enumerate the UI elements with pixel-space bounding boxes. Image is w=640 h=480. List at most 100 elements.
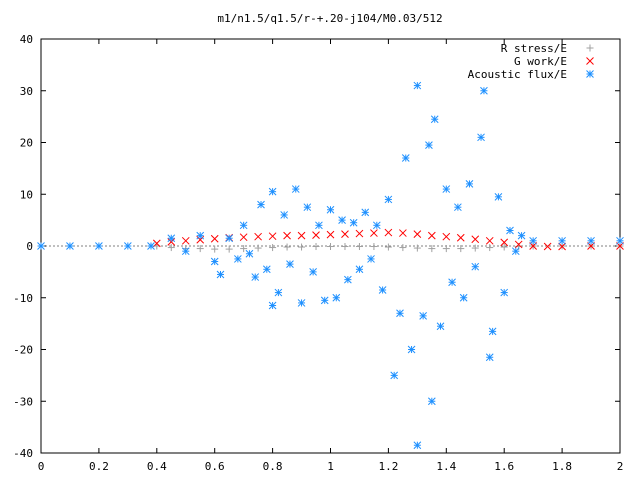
data-point: [494, 192, 503, 201]
data-point-stroke: [274, 288, 283, 297]
data-point: [401, 154, 410, 162]
legend-label: R stress/E: [501, 42, 567, 55]
data-point: [506, 226, 514, 235]
x-tick-label: 1.2: [378, 460, 398, 473]
data-point: [286, 260, 294, 268]
data-point: [268, 232, 277, 241]
data-point: [543, 242, 552, 251]
data-point: [257, 200, 265, 209]
data-point: [196, 245, 204, 253]
data-point: [384, 195, 393, 204]
data-point-stroke: [254, 232, 262, 241]
data-point-stroke: [355, 265, 364, 274]
data-point: [454, 203, 462, 212]
data-point: [211, 245, 219, 253]
data-point-stroke: [396, 309, 404, 318]
data-point: [147, 242, 155, 250]
data-point-stroke: [427, 397, 436, 406]
data-point: [297, 299, 306, 307]
data-point-stroke: [361, 208, 370, 217]
data-point: [181, 247, 190, 256]
data-point: [123, 242, 132, 250]
data-point-stroke: [500, 238, 509, 247]
data-point: [361, 208, 370, 217]
data-point: [283, 243, 291, 251]
data-point: [436, 322, 445, 331]
data-point: [245, 249, 254, 258]
data-point-stroke: [320, 296, 329, 305]
data-point: [471, 244, 479, 252]
x-tick-label: 1.6: [494, 460, 514, 473]
y-tick-label: -20: [13, 344, 33, 357]
data-point-stroke: [587, 236, 595, 245]
data-point-stroke: [268, 232, 277, 241]
data-point: [326, 205, 335, 214]
data-point: [341, 230, 349, 238]
data-point-stroke: [454, 203, 462, 212]
data-point: [413, 230, 422, 238]
data-point: [558, 242, 566, 251]
data-point-stroke: [442, 232, 451, 241]
data-point: [268, 187, 277, 196]
data-point-stroke: [485, 236, 494, 245]
data-point: [486, 244, 494, 252]
data-point: [254, 232, 262, 241]
data-point: [488, 327, 497, 336]
data-point-stroke: [297, 299, 306, 307]
data-point-stroke: [257, 200, 265, 209]
data-point-stroke: [280, 211, 289, 219]
x-tick-label: 0: [38, 460, 45, 473]
data-point: [442, 245, 450, 253]
data-point: [312, 243, 320, 251]
data-point: [448, 278, 456, 287]
data-point: [427, 397, 436, 406]
x-tick-label: 0.4: [147, 460, 167, 473]
data-point: [372, 221, 381, 230]
data-point: [427, 231, 436, 240]
x-tick-label: 0.6: [205, 460, 225, 473]
y-tick-label: 30: [20, 85, 33, 98]
data-point-stroke: [500, 288, 509, 297]
data-point-stroke: [459, 293, 468, 302]
data-point-stroke: [326, 205, 335, 214]
y-tick-label: -10: [13, 292, 33, 305]
data-point-stroke: [413, 81, 422, 90]
x-tick-label: 1.8: [552, 460, 572, 473]
data-point: [298, 243, 306, 251]
data-point-stroke: [251, 273, 260, 281]
data-point-stroke: [225, 234, 234, 243]
data-point-stroke: [196, 231, 205, 240]
data-point: [167, 244, 175, 252]
data-point-stroke: [471, 235, 480, 244]
data-point: [216, 270, 225, 279]
data-point: [558, 236, 566, 245]
series-2: [37, 81, 624, 450]
y-tick-label: 40: [20, 33, 33, 46]
data-point: [297, 231, 306, 240]
data-point: [239, 221, 248, 230]
data-point: [254, 244, 262, 252]
data-point-stroke: [506, 226, 514, 235]
data-point-stroke: [210, 257, 219, 266]
x-tick-label: 1.4: [436, 460, 456, 473]
data-point: [367, 255, 375, 263]
data-point: [326, 230, 335, 239]
data-point-stroke: [283, 231, 291, 240]
series-0: [153, 242, 624, 253]
data-point: [471, 262, 480, 271]
data-point-stroke: [338, 216, 346, 224]
data-point: [196, 231, 205, 240]
data-point: [167, 238, 176, 246]
legend-marker: [586, 44, 594, 52]
y-tick-label: 10: [20, 188, 33, 201]
data-point-stroke: [384, 228, 393, 237]
data-point: [338, 216, 346, 224]
data-point-stroke: [167, 238, 176, 246]
x-tick-label: 2: [617, 460, 624, 473]
data-point-stroke: [448, 278, 456, 287]
data-point: [514, 240, 523, 249]
data-point-stroke: [436, 322, 445, 331]
data-point: [66, 242, 74, 250]
